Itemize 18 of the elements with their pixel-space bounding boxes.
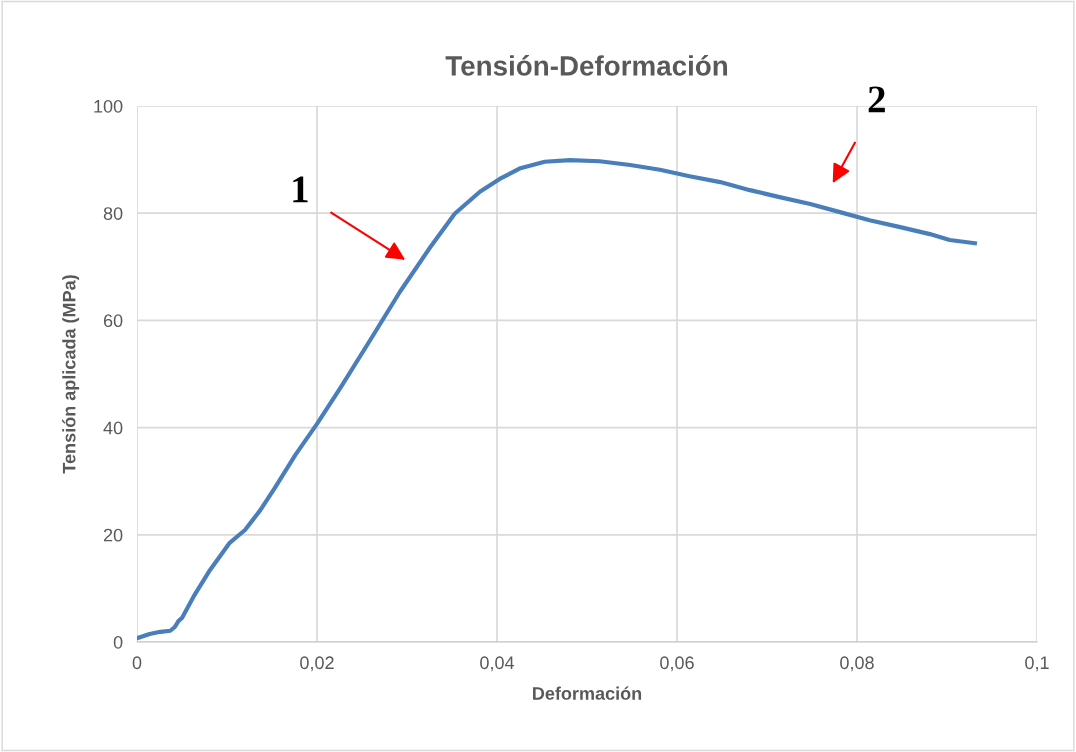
annotation: 2 bbox=[868, 86, 885, 113]
y-tick-label: 20 bbox=[103, 528, 123, 542]
y-tick-label: 60 bbox=[103, 314, 123, 328]
y-tick-label: 40 bbox=[103, 421, 123, 435]
x-tick-label: 0,1 bbox=[1025, 656, 1049, 672]
chart-title: Tensión-Deformación bbox=[445, 55, 728, 76]
x-tick-label: 0,06 bbox=[660, 656, 694, 672]
y-tick-label: 80 bbox=[103, 207, 123, 220]
x-axis-title: Deformación bbox=[533, 686, 642, 700]
x-tick-label: 0,04 bbox=[480, 656, 515, 672]
x-tick-label: 0,08 bbox=[840, 656, 874, 672]
x-tick-label: 0 bbox=[132, 656, 142, 670]
y-tick-label: 100 bbox=[94, 99, 123, 113]
y-tick-label: 0 bbox=[113, 635, 123, 649]
line-series bbox=[137, 158, 977, 641]
annotation: 1 bbox=[293, 176, 308, 203]
y-axis-title: Tensión aplicada (MPa) bbox=[62, 275, 80, 474]
x-tick-label: 0,02 bbox=[300, 656, 334, 672]
